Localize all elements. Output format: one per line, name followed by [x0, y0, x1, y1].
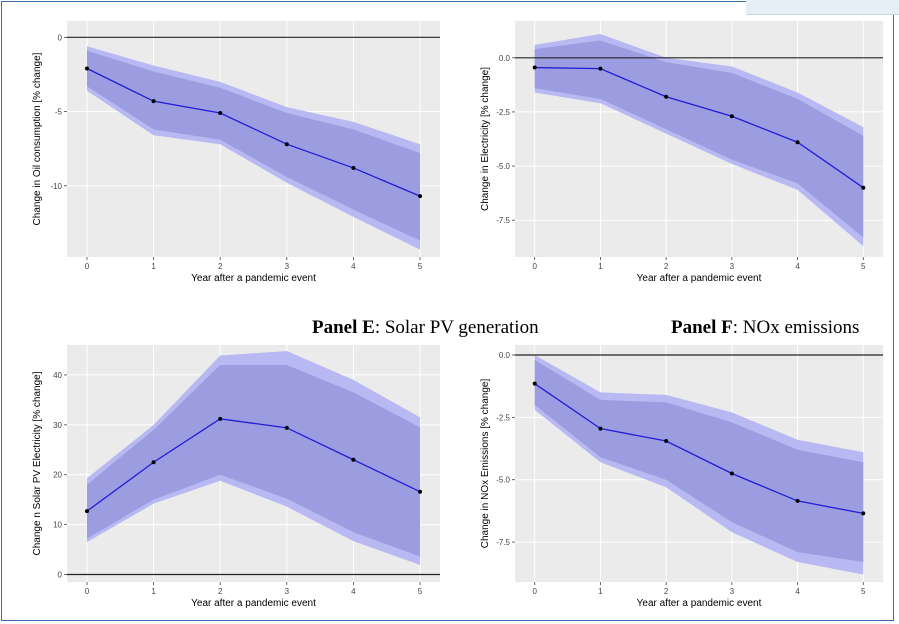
y-tick-label: 0 — [58, 571, 63, 580]
panel-title-e: Panel E: Solar PV generation — [312, 317, 539, 339]
data-point — [598, 426, 603, 431]
data-point — [418, 489, 423, 494]
y-tick-label: -10 — [50, 182, 62, 191]
data-point — [532, 65, 537, 70]
x-tick-label: 2 — [664, 587, 669, 596]
x-tick-label: 2 — [218, 262, 223, 271]
data-point — [861, 185, 866, 190]
y-tick-label: -2.5 — [496, 108, 510, 117]
x-tick-label: 0 — [85, 587, 90, 596]
x-tick-label: 0 — [532, 587, 537, 596]
x-tick-label: 3 — [285, 587, 290, 596]
confidence-band-inner — [86, 50, 421, 241]
x-axis-title: Year after a pandemic event — [637, 598, 762, 609]
x-tick-label: 5 — [861, 262, 866, 271]
data-point — [84, 509, 89, 514]
confidence-band-inner — [534, 40, 864, 238]
x-tick-label: 5 — [418, 262, 423, 271]
x-tick-label: 4 — [795, 587, 800, 596]
confidence-band-inner — [534, 359, 864, 563]
x-tick-label: 2 — [218, 587, 223, 596]
chart-oil-consumption: 0 -5 -10 0 1 2 3 4 5 Year after a pandemic event C… — [32, 21, 440, 284]
data-point — [418, 194, 423, 199]
y-axis-title: Change in Oil consumption [% change] — [32, 52, 43, 225]
y-tick-label: 40 — [53, 371, 62, 380]
y-tick-label: 0.0 — [499, 54, 511, 63]
series-line — [86, 67, 421, 197]
x-tick-label: 3 — [285, 262, 290, 271]
x-axis-title: Year after a pandemic event — [191, 273, 316, 284]
data-point — [795, 498, 800, 503]
data-point — [351, 165, 356, 170]
panel-title-f: Panel F: NOx emissions — [671, 317, 859, 339]
panel-title-f-text: : NOx emissions — [732, 317, 860, 338]
chart-electricity: 0.0 -2.5 -5.0 -7.5 0 1 2 3 4 5 Year after a pandem… — [480, 21, 883, 284]
confidence-band-inner — [86, 364, 421, 557]
y-tick-label: 0.0 — [499, 351, 511, 360]
x-tick-label: 4 — [795, 262, 800, 271]
data-point — [729, 114, 734, 119]
x-tick-label: 1 — [598, 262, 603, 271]
x-tick-label: 1 — [151, 262, 156, 271]
data-point — [532, 381, 537, 386]
x-tick-label: 0 — [532, 262, 537, 271]
data-point — [218, 416, 223, 421]
data-point — [84, 66, 89, 71]
panel-title-f-bold: Panel F — [671, 317, 733, 338]
x-tick-label: 3 — [730, 587, 735, 596]
series-line — [86, 418, 421, 512]
data-point — [861, 511, 866, 516]
y-tick-label: 10 — [53, 521, 62, 530]
x-tick-label: 1 — [598, 587, 603, 596]
x-tick-label: 5 — [861, 587, 866, 596]
data-point — [284, 142, 289, 147]
y-axis-title: Change in NOx Emissions [% change] — [480, 379, 491, 549]
x-axis-title: Year after a pandemic event — [637, 273, 762, 284]
y-tick-label: -7.5 — [496, 216, 510, 225]
series-line — [534, 66, 864, 189]
data-point — [151, 99, 156, 104]
y-tick-label: -7.5 — [496, 538, 510, 547]
x-tick-label: 5 — [418, 587, 423, 596]
data-point — [664, 94, 669, 99]
top-right-tab-strip — [746, 0, 899, 15]
y-tick-label: 0 — [58, 33, 63, 42]
y-tick-label: -5.0 — [496, 162, 510, 171]
x-tick-label: 4 — [351, 262, 356, 271]
x-tick-label: 3 — [730, 262, 735, 271]
data-point — [218, 111, 223, 116]
y-tick-label: -5.0 — [496, 476, 510, 485]
panel-title-e-bold: Panel E — [312, 317, 375, 338]
y-tick-label: 30 — [53, 421, 62, 430]
panel-title-e-text: : Solar PV generation — [374, 317, 539, 338]
chart-solar-pv: 0 10 20 30 40 0 1 2 3 4 5 Year after a pandemic eve… — [32, 345, 440, 609]
y-tick-label: -5 — [55, 108, 63, 117]
data-point — [795, 140, 800, 145]
x-tick-label: 1 — [151, 587, 156, 596]
data-point — [598, 66, 603, 71]
x-axis-title: Year after a pandemic event — [191, 598, 316, 609]
y-tick-label: -2.5 — [496, 413, 510, 422]
y-axis-title: Change in Electricity [% change] — [480, 67, 491, 211]
x-tick-label: 4 — [351, 587, 356, 596]
data-point — [729, 471, 734, 476]
x-tick-label: 2 — [664, 262, 669, 271]
data-point — [664, 439, 669, 444]
data-point — [351, 457, 356, 462]
y-tick-label: 20 — [53, 471, 62, 480]
data-point — [151, 460, 156, 465]
data-point — [284, 425, 289, 430]
series-line — [534, 383, 864, 515]
chart-nox-emissions: 0.0 -2.5 -5.0 -7.5 0 1 2 3 4 5 Year after a pandem… — [480, 345, 883, 609]
y-axis-title: Change n Solar PV Electricity [% change] — [32, 371, 43, 555]
x-tick-label: 0 — [85, 262, 90, 271]
